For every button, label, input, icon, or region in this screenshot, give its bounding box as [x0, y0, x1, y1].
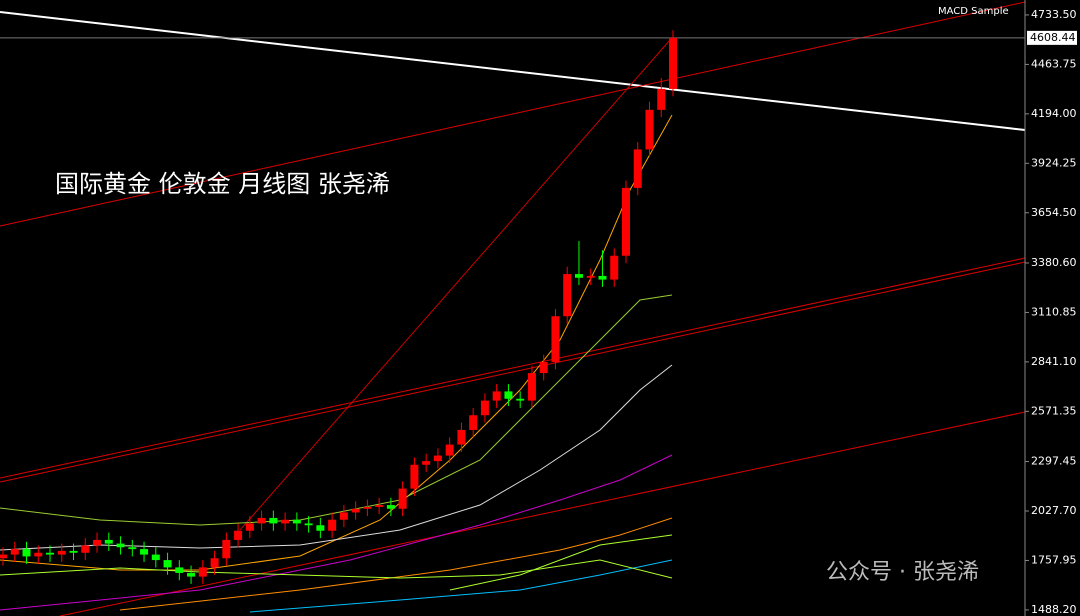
chart-title: 国际黄金 伦敦金 月线图 张尧浠 — [55, 170, 390, 198]
y-tick-label: 1488.20 — [1031, 603, 1077, 616]
candle-body — [175, 567, 184, 573]
candle-body — [234, 530, 243, 540]
candle-body — [363, 506, 372, 509]
candle-body — [445, 444, 454, 456]
current-price-label: 4608.44 — [1030, 31, 1076, 44]
candle-body — [516, 398, 525, 401]
candle-body — [610, 255, 619, 280]
candle-body — [398, 488, 407, 509]
candle-body — [504, 391, 513, 399]
y-tick-label: 2571.35 — [1031, 404, 1077, 417]
y-tick-label: 3110.85 — [1031, 305, 1077, 318]
candle-body — [657, 88, 666, 110]
candle-body — [633, 149, 642, 188]
candle-body — [586, 275, 595, 278]
candle-body — [410, 464, 419, 489]
indicator-label: MACD Sample — [938, 6, 1009, 17]
candle-body — [469, 415, 478, 430]
candle-body — [598, 275, 607, 280]
candle-body — [187, 572, 196, 577]
candle-body — [269, 517, 278, 524]
candle-body — [669, 37, 677, 89]
trend-lines — [0, 1, 1026, 616]
candle-body — [563, 274, 572, 317]
candle-body — [375, 505, 384, 507]
y-tick-label: 3380.60 — [1031, 256, 1077, 269]
candle-body — [480, 400, 489, 416]
candle-body — [10, 549, 19, 555]
y-tick-label: 4733.50 — [1031, 8, 1077, 21]
candle-body — [551, 316, 560, 363]
y-tick-label: 2297.45 — [1031, 455, 1077, 468]
candle-body — [81, 545, 90, 553]
candle-body — [433, 455, 442, 462]
candle-body — [93, 539, 102, 546]
candle-body — [422, 461, 431, 465]
candle-body — [128, 547, 137, 550]
y-tick-label: 2841.10 — [1031, 355, 1077, 368]
watermark: 公众号 · 张尧浠 — [826, 560, 979, 585]
candle-body — [0, 554, 7, 559]
candle-body — [645, 109, 654, 150]
candle-body — [257, 517, 266, 524]
candle-body — [245, 523, 254, 531]
candle-body — [339, 512, 348, 520]
candle-body — [281, 519, 290, 524]
candle-body — [104, 539, 113, 544]
candle-body — [57, 550, 66, 555]
candle-body — [539, 362, 548, 374]
candle-body — [198, 567, 207, 577]
candle-body — [457, 429, 466, 445]
candle-body — [527, 373, 536, 401]
y-tick-label: 1757.95 — [1031, 553, 1077, 566]
candle-body — [222, 539, 231, 559]
y-tick-label: 3654.50 — [1031, 206, 1077, 219]
y-tick-label: 4194.00 — [1031, 107, 1077, 120]
y-tick-label: 4463.75 — [1031, 57, 1077, 70]
candle-body — [46, 552, 55, 555]
candle-body — [492, 391, 501, 401]
candle-body — [621, 187, 630, 256]
candle-body — [69, 550, 78, 553]
candle-body — [351, 508, 360, 513]
candle-body — [151, 554, 160, 561]
candle-body — [22, 549, 31, 557]
candle-body — [386, 505, 395, 509]
candle-body — [140, 549, 149, 555]
candle-body — [116, 543, 125, 548]
candle-body — [292, 519, 301, 524]
candle-body — [163, 560, 172, 568]
candle-body — [328, 519, 337, 531]
y-tick-label: 3924.25 — [1031, 156, 1077, 169]
y-tick-label: 2027.70 — [1031, 504, 1077, 517]
current-price-box — [1027, 30, 1077, 45]
candle-body — [316, 525, 325, 531]
candle-body — [304, 523, 313, 526]
candle-body — [34, 552, 43, 557]
candle-body — [574, 274, 583, 278]
candle-body — [210, 558, 219, 568]
